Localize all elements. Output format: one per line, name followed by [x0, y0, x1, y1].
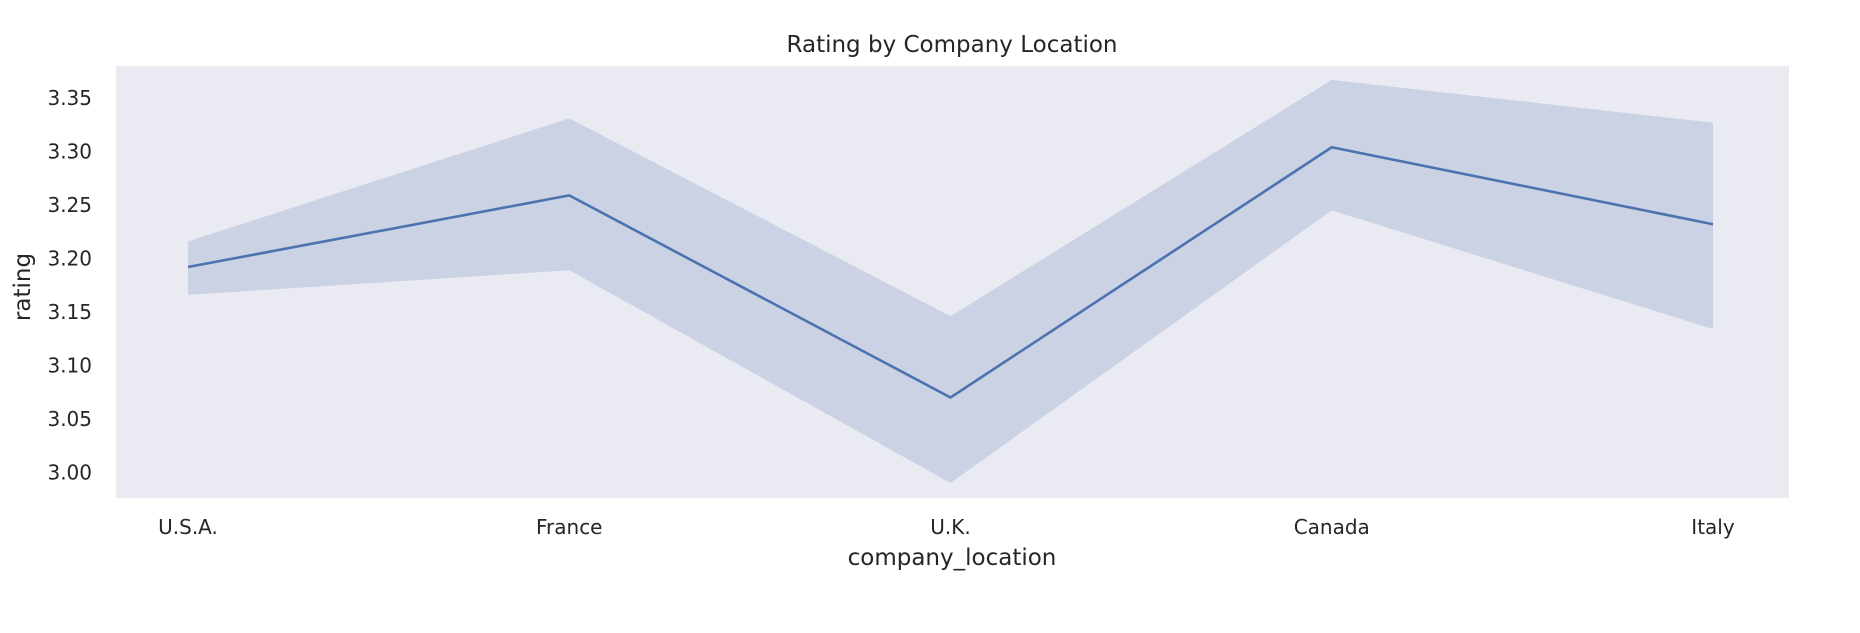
y-tick-label: 3.15 [47, 300, 92, 324]
y-tick-label: 3.20 [47, 246, 92, 270]
x-tick-label: Italy [1691, 515, 1735, 539]
plot-area [116, 66, 1789, 498]
y-tick-label: 3.00 [47, 460, 92, 484]
x-tick-label: U.S.A. [158, 515, 218, 539]
series-lines [187, 145, 1714, 399]
x-tick-label: Canada [1294, 515, 1370, 539]
series-line [187, 145, 1714, 399]
confidence-bands [188, 79, 1713, 484]
y-tick-label: 3.10 [47, 353, 92, 377]
y-axis-label: rating [10, 253, 36, 321]
x-tick-label: U.K. [930, 515, 970, 539]
x-tick-label: France [536, 515, 603, 539]
y-tick-label: 3.05 [47, 407, 92, 431]
chart-title: Rating by Company Location [787, 32, 1118, 58]
x-axis-label: company_location [848, 545, 1057, 571]
y-tick-label: 3.35 [47, 86, 92, 110]
y-tick-labels: 3.00 3.05 3.10 3.15 3.20 3.25 3.30 3.35 [47, 86, 92, 484]
x-tick-labels: U.S.A. France U.K. Canada Italy [158, 515, 1735, 539]
y-tick-label: 3.30 [47, 140, 92, 164]
y-tick-label: 3.25 [47, 193, 92, 217]
confidence-band [188, 79, 1713, 484]
